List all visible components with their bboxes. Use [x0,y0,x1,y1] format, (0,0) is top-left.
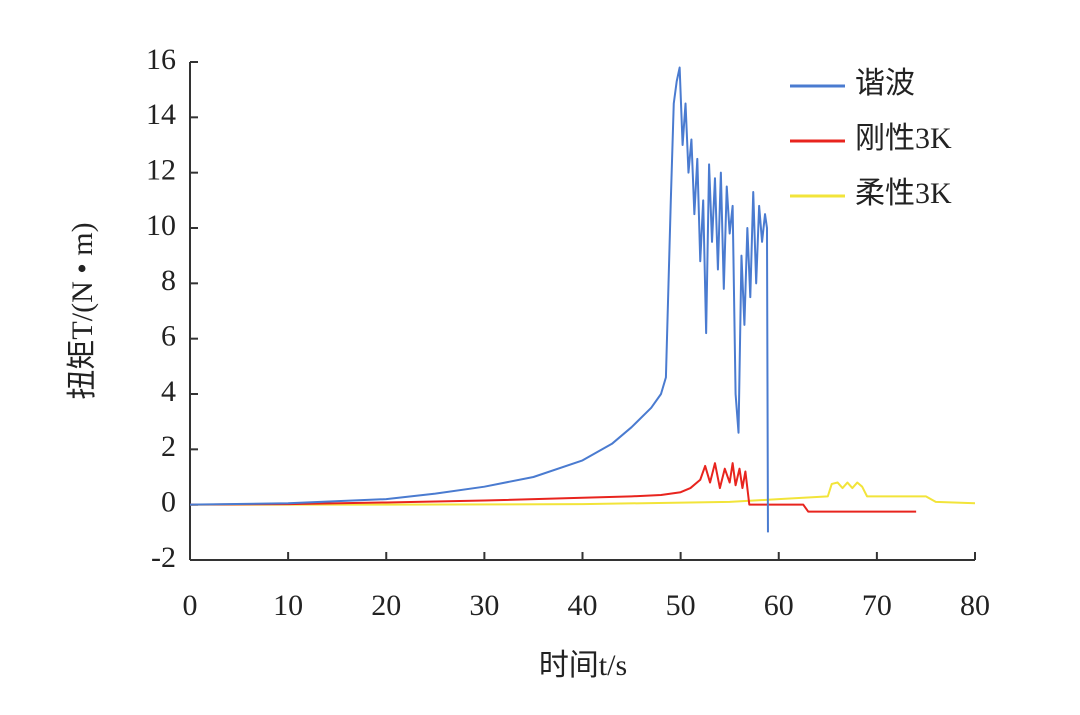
x-tick-label: 30 [469,589,499,622]
y-tick-label: 8 [161,264,176,297]
x-tick-label: 0 [183,589,198,622]
x-tick-label: 20 [371,589,401,622]
y-tick-label: 10 [146,209,176,242]
y-tick-label: 14 [146,98,176,131]
legend-label: 谐波 [855,67,915,100]
y-tick-label: 16 [146,43,176,76]
x-tick-label: 40 [568,589,598,622]
x-tick-label: 10 [273,589,303,622]
y-axis-label: 扭矩T/(N • m) [66,222,99,399]
series-line [190,481,976,506]
x-tick-label: 50 [666,589,696,622]
y-tick-label: -2 [151,541,176,574]
y-tick-label: 4 [161,375,176,408]
legend-label: 柔性3K [855,177,952,210]
y-tick-label: 12 [146,154,176,187]
series-line [189,462,917,513]
x-axis-label: 时间t/s [539,649,627,682]
x-tick-label: 80 [960,589,990,622]
legend-label: 刚性3K [855,122,952,155]
y-tick-label: 2 [161,430,176,463]
x-tick-label: 60 [764,589,794,622]
y-tick-label: 6 [161,320,176,353]
series-line [189,66,769,533]
y-tick-label: 0 [161,486,176,519]
x-tick-label: 70 [862,589,892,622]
